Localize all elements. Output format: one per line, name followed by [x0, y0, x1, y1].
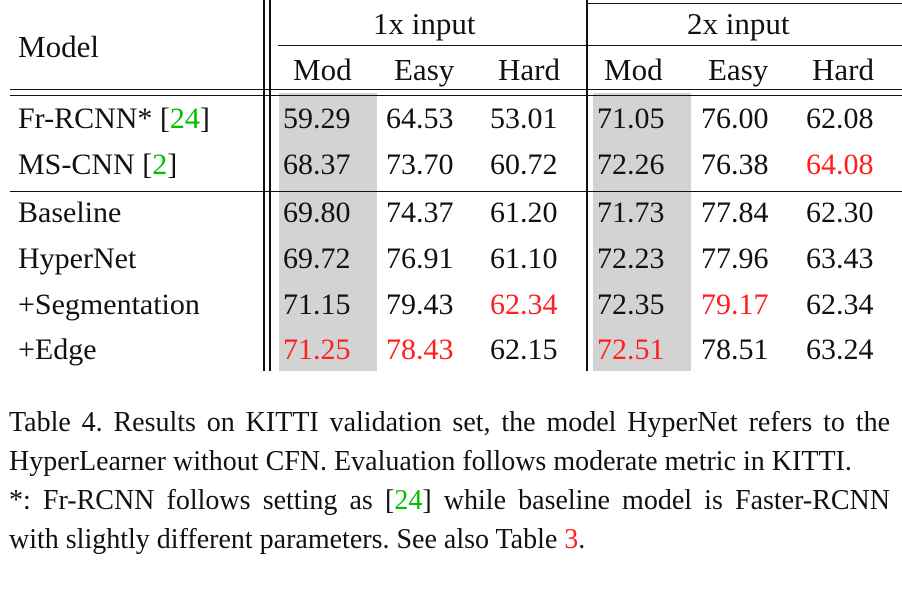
model-column-header: Model	[18, 29, 99, 64]
highlighted-metric-cell: 72.51	[597, 333, 665, 366]
model-citation-link[interactable]: 2	[152, 148, 168, 181]
two-x-input-header: 2x input	[687, 6, 790, 41]
metric-cell: 62.08	[806, 102, 874, 135]
model-name-cell: Baseline	[18, 198, 121, 228]
caption-footnote-middle: ] while baseline model is Faster-RCNN wi…	[9, 485, 890, 555]
top-rule-2x	[586, 3, 902, 4]
group-separator-rule	[10, 191, 902, 192]
metric-cell: 69.80	[283, 196, 351, 229]
table-caption: Table 4. Results on KITTI validation set…	[9, 403, 890, 559]
caption-table-link[interactable]: 3	[564, 524, 579, 555]
citation-close-bracket: ]	[167, 148, 178, 181]
caption-footnote-end: .	[578, 524, 586, 555]
metric-cell: 63.24	[806, 333, 874, 366]
caption-footnote: *: Fr-RCNN follows setting as [24] while…	[9, 481, 890, 559]
metric-cell: 79.43	[386, 288, 454, 321]
model-divider-right	[269, 0, 271, 371]
citation-open-bracket: [	[152, 102, 170, 135]
model-name-cell: +Segmentation	[18, 290, 200, 320]
metric-cell: 77.84	[701, 196, 769, 229]
metric-cell: 62.15	[490, 333, 558, 366]
metric-cell: 76.00	[701, 102, 769, 135]
metric-cell: 77.96	[701, 242, 769, 275]
highlighted-metric-cell: 79.17	[701, 288, 769, 321]
header-bottom-rule-lower	[10, 95, 902, 96]
two-x-mod-header: Mod	[604, 52, 663, 87]
model-name-cell: Fr-RCNN* [24]	[18, 104, 210, 134]
metric-cell: 62.30	[806, 196, 874, 229]
metric-cell: 69.72	[283, 242, 351, 275]
metric-cell: 72.26	[597, 148, 665, 181]
metric-cell: 68.37	[283, 148, 351, 181]
shaded-column-1x-mod	[279, 93, 377, 371]
metric-cell: 71.05	[597, 102, 665, 135]
citation-open-bracket: [	[134, 148, 153, 181]
model-divider-left	[263, 0, 265, 371]
metric-cell: 76.38	[701, 148, 769, 181]
input-size-divider	[586, 0, 588, 371]
highlighted-metric-cell: 71.25	[283, 333, 351, 366]
shaded-column-2x-mod	[593, 93, 691, 371]
highlighted-metric-cell: 62.34	[490, 288, 558, 321]
two-x-easy-header: Easy	[708, 52, 769, 87]
model-name-text: Baseline	[18, 196, 122, 229]
metric-cell: 60.72	[490, 148, 558, 181]
metric-cell: 72.23	[597, 242, 665, 275]
metric-cell: 78.51	[701, 333, 769, 366]
caption-main-text: Table 4. Results on KITTI validation set…	[9, 407, 890, 477]
metric-cell: 59.29	[283, 102, 351, 135]
metric-cell: 63.43	[806, 242, 874, 275]
caption-citation-link[interactable]: 24	[394, 485, 423, 516]
metric-cell: 62.34	[806, 288, 874, 321]
results-table: Model 1x input 2x input Mod Easy Hard Mo…	[10, 0, 902, 371]
one-x-hard-header: Hard	[498, 52, 560, 87]
model-name-cell: MS-CNN [2]	[18, 150, 177, 180]
metric-cell: 61.10	[490, 242, 558, 275]
model-citation-link[interactable]: 24	[169, 102, 200, 135]
metric-cell: 73.70	[386, 148, 454, 181]
header-subrule	[278, 45, 902, 46]
model-name-cell: HyperNet	[18, 244, 136, 274]
model-name-text: MS-CNN	[18, 148, 135, 181]
one-x-mod-header: Mod	[293, 52, 352, 87]
metric-cell: 71.73	[597, 196, 665, 229]
model-name-text: +Edge	[18, 333, 97, 366]
highlighted-metric-cell: 64.08	[806, 148, 874, 181]
highlighted-metric-cell: 78.43	[386, 333, 454, 366]
metric-cell: 71.15	[283, 288, 351, 321]
header-bottom-rule-upper	[10, 89, 902, 90]
model-name-text: +Segmentation	[18, 288, 200, 321]
two-x-hard-header: Hard	[812, 52, 874, 87]
metric-cell: 53.01	[490, 102, 558, 135]
model-name-text: Fr-RCNN*	[18, 102, 153, 135]
one-x-input-header: 1x input	[373, 6, 476, 41]
caption-footnote-prefix: *: Fr-RCNN follows setting as [	[9, 485, 395, 516]
metric-cell: 74.37	[386, 196, 454, 229]
model-name-cell: +Edge	[18, 335, 97, 365]
metric-cell: 72.35	[597, 288, 665, 321]
metric-cell: 61.20	[490, 196, 558, 229]
model-name-text: HyperNet	[18, 242, 137, 275]
one-x-easy-header: Easy	[394, 52, 455, 87]
metric-cell: 64.53	[386, 102, 454, 135]
citation-close-bracket: ]	[199, 102, 210, 135]
metric-cell: 76.91	[386, 242, 454, 275]
